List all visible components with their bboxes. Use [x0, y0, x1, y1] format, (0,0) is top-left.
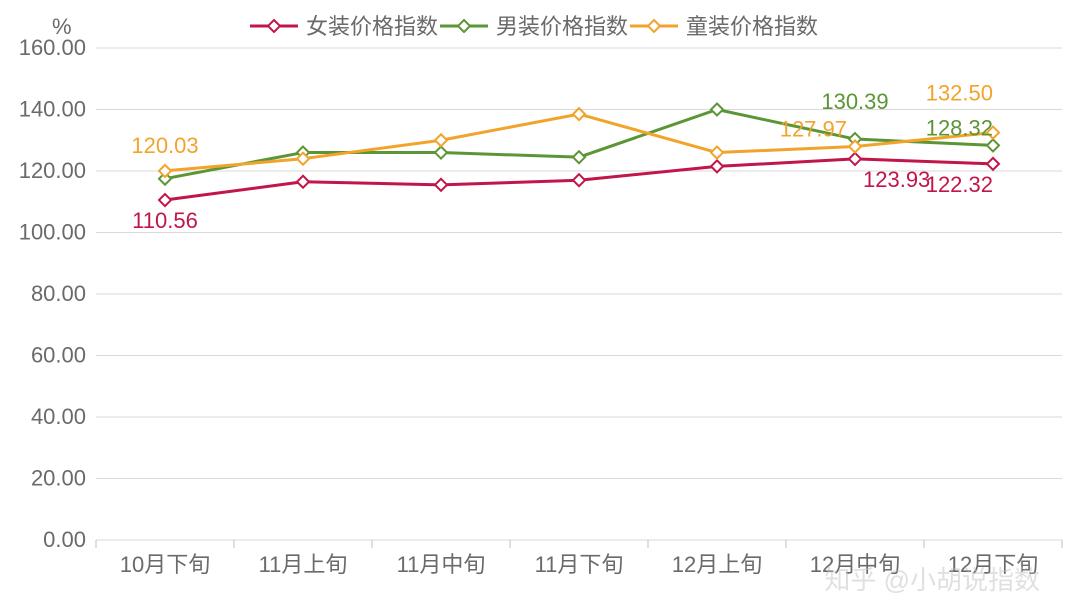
y-tick-label: 120.00 — [19, 158, 86, 183]
y-tick-label: 100.00 — [19, 220, 86, 245]
y-tick-label: 20.00 — [31, 466, 86, 491]
y-tick-label: 60.00 — [31, 343, 86, 368]
chart-bg — [0, 0, 1080, 603]
legend-label: 女装价格指数 — [306, 14, 438, 39]
data-label: 123.93 — [863, 167, 930, 192]
y-unit-label: % — [52, 14, 72, 39]
chart-container: 0.00 20.00 40.00 60.00 80.00 100.00 120.00 140.… — [0, 0, 1080, 603]
x-tick-label: 10月下旬 — [120, 552, 210, 577]
x-tick-label: 12月中旬 — [810, 552, 900, 577]
data-label: 132.50 — [926, 81, 993, 106]
legend-label: 童装价格指数 — [686, 14, 818, 39]
y-tick-label: 40.00 — [31, 404, 86, 429]
data-label: 122.32 — [926, 172, 993, 197]
y-tick-label: 0.00 — [43, 527, 86, 552]
x-tick-label: 11月上旬 — [259, 552, 348, 577]
data-label: 128.32 — [926, 115, 993, 140]
x-tick-label: 12月上旬 — [672, 552, 762, 577]
y-tick-label: 80.00 — [31, 281, 86, 306]
data-label: 127.97 — [780, 116, 847, 141]
y-tick-label: 140.00 — [19, 97, 86, 122]
line-chart: 0.00 20.00 40.00 60.00 80.00 100.00 120.00 140.… — [0, 0, 1080, 603]
legend-label: 男装价格指数 — [496, 14, 628, 39]
data-label: 110.56 — [132, 208, 198, 233]
data-label: 120.03 — [131, 133, 198, 158]
x-tick-label: 11月中旬 — [397, 552, 486, 577]
x-tick-label: 11月下旬 — [535, 552, 624, 577]
x-tick-label: 12月下旬 — [948, 552, 1038, 577]
data-label: 130.39 — [821, 89, 888, 114]
